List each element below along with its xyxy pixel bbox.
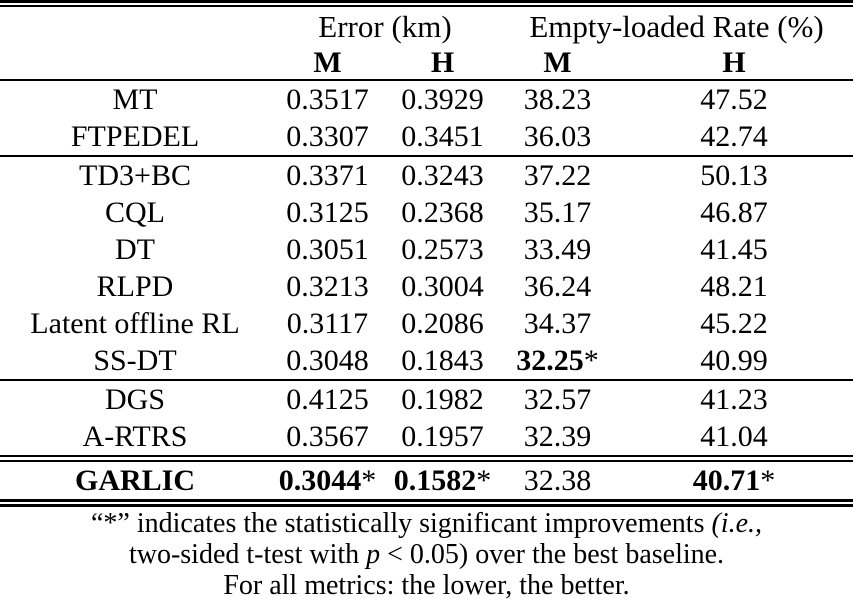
cell: 0.3929 [401,83,484,116]
row-label: A-RTRS [82,420,188,453]
cell: 0.3117 [286,307,369,340]
subheader-error-m: M [270,47,385,81]
subheader-rate-m: M [500,47,616,81]
header-empty-cell [0,47,270,81]
cell: 0.3371 [286,159,369,192]
cell: 48.21 [700,270,768,303]
header-empty-loaded-rate: Empty-loaded Rate (%) [529,9,824,44]
cell: 47.52 [700,83,768,116]
cell: 0.3243 [401,159,484,192]
row-label: DGS [104,383,165,416]
cell: 0.1843 [385,342,501,381]
cell: 50.13 [700,159,768,192]
cell: 0.3567 [286,420,369,453]
header-subcolumn-row: M H M H [0,47,853,81]
top-rule-gap [0,3,853,5]
top-rule-thin [0,5,853,7]
row-label: CQL [105,196,165,229]
header-group-row: Error (km) Empty-loaded Rate (%) [0,7,853,47]
cell: 41.04 [700,420,768,453]
table-row-cql: CQL 0.3125 0.2368 35.17 46.87 [0,194,853,231]
table-row-ssdt: SS-DT 0.3048 0.1843 32.25* 40.99 [0,342,853,381]
cell: 0.2368 [401,196,484,229]
cell: 0.3048 [270,342,385,381]
footnote-line-1: “*” indicates the statistically signific… [90,508,763,539]
cell: 0.4125 [286,383,369,416]
table-row-garlic: GARLIC 0.3044* 0.1582* 32.38 40.71* [0,455,853,507]
row-label: RLPD [96,270,174,303]
header-empty-cell [0,7,270,47]
cell: 34.37 [523,307,592,340]
cell: 36.03 [500,118,616,157]
cell: 0.3213 [286,270,369,303]
cell: 38.23 [523,83,592,116]
row-label: DT [115,233,155,266]
table-row-rlpd: RLPD 0.3213 0.3004 36.24 48.21 [0,268,853,305]
row-label: GARLIC [0,455,270,507]
cell: 42.74 [615,118,853,157]
cell: 40.71* [615,455,853,507]
header-error-km: Error (km) [318,9,452,44]
table-row-latent-offline-rl: Latent offline RL 0.3117 0.2086 34.37 45… [0,305,853,342]
table-row-dt: DT 0.3051 0.2573 33.49 41.45 [0,231,853,268]
cell: 36.24 [523,270,592,303]
cell: 0.3517 [286,83,369,116]
cell: 37.22 [523,159,592,192]
cell: 0.3004 [401,270,484,303]
results-table: Error (km) Empty-loaded Rate (%) M H M H… [0,7,853,507]
cell: 32.39 [523,420,592,453]
cell: 0.2086 [401,307,484,340]
row-label: TD3+BC [79,159,191,192]
cell: 0.3451 [385,118,501,157]
footnote-line-2: two-sided t-test with p < 0.05) over the… [128,539,725,570]
cell: 0.1982 [401,383,484,416]
cell: 0.3125 [286,196,369,229]
cell: 33.49 [523,233,592,266]
cell: 0.1582* [385,455,501,507]
cell: 46.87 [700,196,768,229]
row-label: FTPEDEL [0,118,270,157]
cell: 40.99 [615,342,853,381]
cell: 0.3307 [270,118,385,157]
top-rule-thick [0,0,853,3]
table-row-ftpedel: FTPEDEL 0.3307 0.3451 36.03 42.74 [0,118,853,157]
cell: 41.45 [700,233,768,266]
cell: 32.38 [500,455,616,507]
subheader-error-h: H [385,47,501,81]
table-footnote: “*” indicates the statistically signific… [0,507,853,601]
footnote-line-3: For all metrics: the lower, the better. [223,570,630,601]
subheader-rate-h: H [615,47,853,81]
cell: 0.3051 [286,233,369,266]
row-label: SS-DT [0,342,270,381]
cell: 35.17 [523,196,592,229]
table-row-td3bc: TD3+BC 0.3371 0.3243 37.22 50.13 [0,156,853,194]
cell: 0.3044* [270,455,385,507]
cell: 0.1957 [401,420,484,453]
table-row-artrs: A-RTRS 0.3567 0.1957 32.39 41.04 [0,418,853,459]
cell: 0.2573 [401,233,484,266]
cell: 32.57 [523,383,592,416]
row-label: MT [112,83,158,116]
cell: 45.22 [700,307,768,340]
cell: 41.23 [700,383,768,416]
table-row-dgs: DGS 0.4125 0.1982 32.57 41.23 [0,380,853,418]
cell: 32.25* [500,342,616,381]
table-row-mt: MT 0.3517 0.3929 38.23 47.52 [0,80,853,118]
row-label: Latent offline RL [30,307,240,340]
